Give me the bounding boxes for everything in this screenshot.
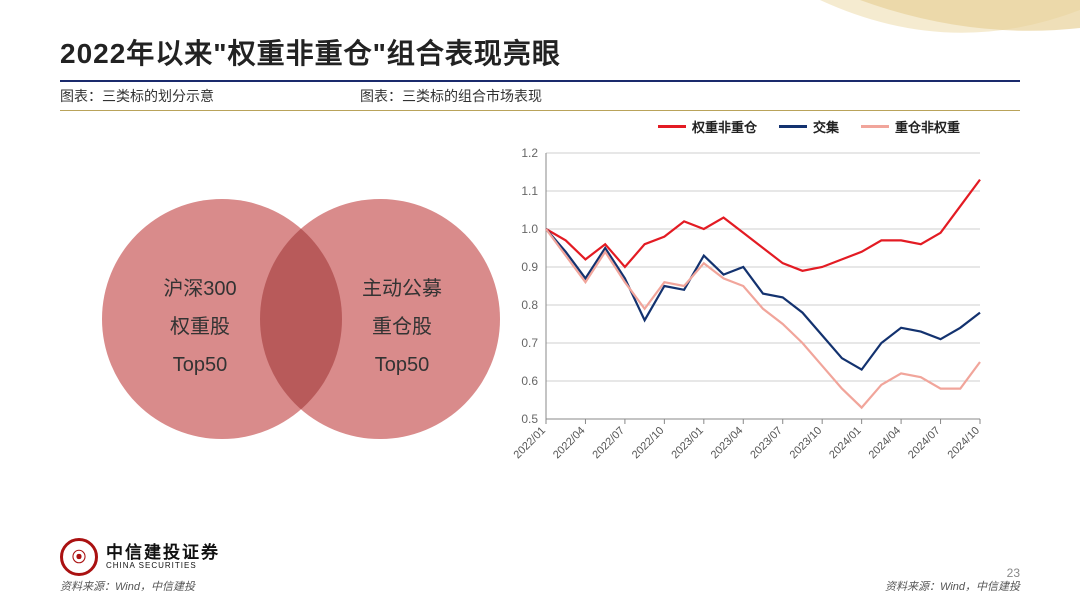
line-chart: 权重非重仓交集重仓非权重 0.50.60.70.80.91.01.11.2202… (500, 129, 1000, 529)
logo-en: CHINA SECURITIES (106, 562, 220, 570)
svg-text:2024/04: 2024/04 (867, 425, 904, 462)
title-underline: 图表：三类标的划分示意 图表：三类标的组合市场表现 (60, 80, 1020, 111)
legend-swatch (861, 125, 889, 128)
source-right: 资料来源：Wind，中信建投 (885, 578, 1020, 594)
svg-text:2023/07: 2023/07 (748, 425, 785, 462)
footer: ⦿ 中信建投证券 CHINA SECURITIES 资料来源：Wind，中信建投… (60, 538, 1020, 594)
svg-text:1.1: 1.1 (521, 184, 538, 198)
svg-text:0.8: 0.8 (521, 298, 538, 312)
legend-swatch (658, 125, 686, 128)
svg-text:2022/10: 2022/10 (630, 425, 667, 462)
svg-text:2022/04: 2022/04 (551, 425, 588, 462)
company-logo: ⦿ 中信建投证券 CHINA SECURITIES (60, 538, 220, 576)
venn-svg: 沪深300权重股Top50主动公募重仓股Top50 (60, 129, 500, 489)
logo-cn: 中信建投证券 (106, 544, 220, 562)
legend-label: 权重非重仓 (692, 117, 757, 136)
caption-left: 图表：三类标的划分示意 (60, 82, 360, 111)
svg-text:2024/10: 2024/10 (946, 425, 983, 462)
logo-icon: ⦿ (60, 538, 98, 576)
svg-text:2022/07: 2022/07 (590, 425, 627, 462)
content-row: 沪深300权重股Top50主动公募重仓股Top50 权重非重仓交集重仓非权重 0… (60, 129, 1020, 529)
chart-svg: 0.50.60.70.80.91.01.11.22022/012022/0420… (500, 129, 1000, 509)
svg-text:2023/04: 2023/04 (709, 425, 746, 462)
venn-diagram: 沪深300权重股Top50主动公募重仓股Top50 (60, 129, 500, 469)
svg-text:0.6: 0.6 (521, 374, 538, 388)
source-left: 资料来源：Wind，中信建投 (60, 578, 220, 594)
slide-root: 2022年以来"权重非重仓"组合表现亮眼 图表：三类标的划分示意 图表：三类标的… (0, 0, 1080, 608)
svg-text:0.5: 0.5 (521, 412, 538, 426)
legend-item: 权重非重仓 (658, 117, 757, 136)
svg-text:0.7: 0.7 (521, 336, 538, 350)
caption-right: 图表：三类标的组合市场表现 (360, 82, 1020, 111)
svg-text:2024/07: 2024/07 (906, 425, 943, 462)
legend-label: 交集 (813, 117, 839, 136)
svg-text:2024/01: 2024/01 (827, 425, 864, 462)
legend-label: 重仓非权重 (895, 117, 960, 136)
legend-swatch (779, 125, 807, 128)
chart-legend: 权重非重仓 交集 重仓非权重 (658, 117, 960, 136)
svg-text:1.0: 1.0 (521, 222, 538, 236)
slide-title: 2022年以来"权重非重仓"组合表现亮眼 (60, 32, 1020, 72)
svg-text:2022/01: 2022/01 (512, 425, 549, 462)
svg-text:2023/01: 2023/01 (669, 425, 706, 462)
svg-text:0.9: 0.9 (521, 260, 538, 274)
legend-item: 交集 (779, 117, 839, 136)
svg-text:沪深300权重股Top50: 沪深300权重股Top50 (163, 277, 236, 376)
svg-text:2023/10: 2023/10 (788, 425, 825, 462)
legend-item: 重仓非权重 (861, 117, 960, 136)
footer-left: ⦿ 中信建投证券 CHINA SECURITIES 资料来源：Wind，中信建投 (60, 538, 220, 594)
svg-text:1.2: 1.2 (521, 146, 538, 160)
